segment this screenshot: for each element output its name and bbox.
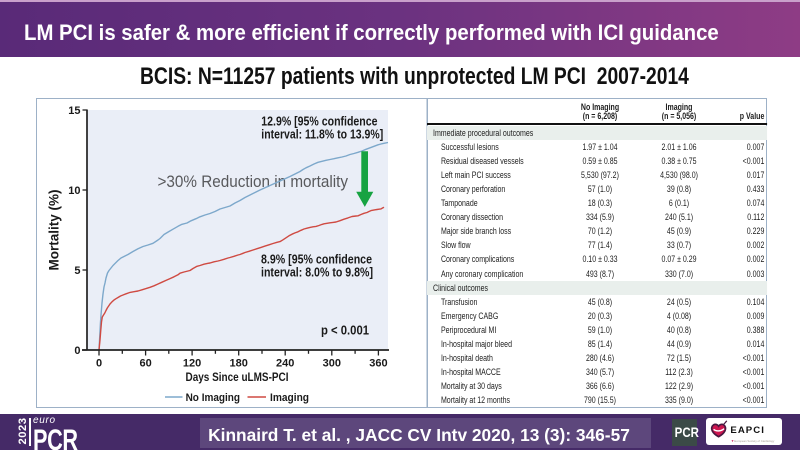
svg-text:Imaging: Imaging: [270, 392, 309, 404]
svg-text:No Imaging: No Imaging: [186, 392, 240, 404]
svg-text:>30% Reduction in mortality: >30% Reduction in mortality: [158, 172, 349, 191]
svg-text:interval: 11.8% to 13.9%]: interval: 11.8% to 13.9%]: [261, 126, 383, 141]
svg-text:15: 15: [68, 105, 80, 117]
svg-text:10: 10: [68, 185, 80, 197]
svg-text:interval: 8.0% to 9.8%]: interval: 8.0% to 9.8%]: [261, 265, 373, 280]
svg-text:360: 360: [369, 358, 387, 370]
svg-text:180: 180: [230, 358, 248, 370]
svg-text:0: 0: [96, 358, 102, 370]
svg-text:12.9% [95% confidence: 12.9% [95% confidence: [261, 114, 377, 129]
svg-text:60: 60: [139, 358, 151, 370]
svg-text:p < 0.001: p < 0.001: [321, 323, 369, 338]
svg-text:0: 0: [74, 345, 80, 357]
svg-text:120: 120: [183, 358, 201, 370]
svg-text:5: 5: [74, 265, 80, 277]
svg-text:8.9% [95% confidence: 8.9% [95% confidence: [261, 252, 372, 267]
svg-text:300: 300: [323, 358, 341, 370]
svg-text:240: 240: [276, 358, 294, 370]
svg-text:Days Since uLMS-PCI: Days Since uLMS-PCI: [186, 370, 289, 384]
svg-text:Mortality (%): Mortality (%): [47, 190, 62, 271]
